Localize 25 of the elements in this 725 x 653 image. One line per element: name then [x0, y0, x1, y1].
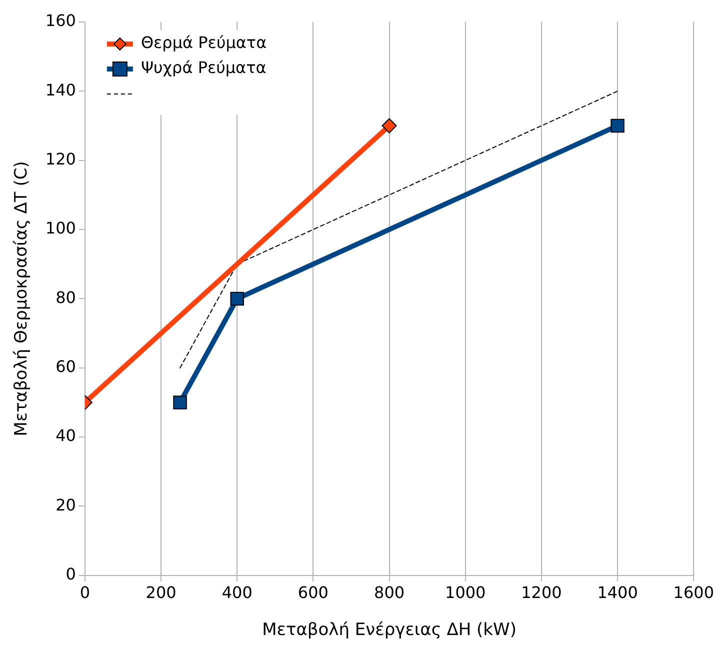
x-tick-label: 1400	[597, 583, 638, 602]
y-tick-label: 0	[66, 564, 76, 584]
y-tick-label: 20	[56, 495, 76, 514]
x-tick-label: 0	[80, 583, 90, 602]
x-tick-label: 600	[298, 583, 328, 602]
x-axis-title: Μεταβολή Ενέργειας ΔΗ (kW)	[262, 620, 516, 640]
y-tick-label: 80	[56, 288, 76, 307]
legend-label: Θερμά Ρεύματα	[140, 33, 267, 52]
point	[173, 396, 187, 410]
x-tick-label: 800	[374, 583, 405, 602]
x-tick-label: 400	[222, 583, 252, 602]
x-tick-label: 200	[146, 583, 176, 602]
y-tick-label: 160	[45, 11, 76, 30]
y-axis-title: Μεταβολή Θερμοκρασίας ΔΤ (C)	[12, 161, 32, 436]
point	[610, 118, 624, 133]
x-tick-label: 1200	[521, 583, 562, 602]
point	[230, 292, 244, 306]
y-tick-label: 120	[45, 150, 76, 169]
y-tick-label: 100	[45, 218, 76, 238]
y-tick-label: 140	[45, 80, 76, 100]
y-tick-label: 60	[56, 357, 76, 376]
x-tick-label: 1000	[445, 583, 486, 602]
y-tick-label: 40	[56, 426, 76, 446]
x-tick-label: 1600	[673, 583, 714, 602]
legend-label: Ψυχρά Ρεύματα	[140, 58, 266, 78]
